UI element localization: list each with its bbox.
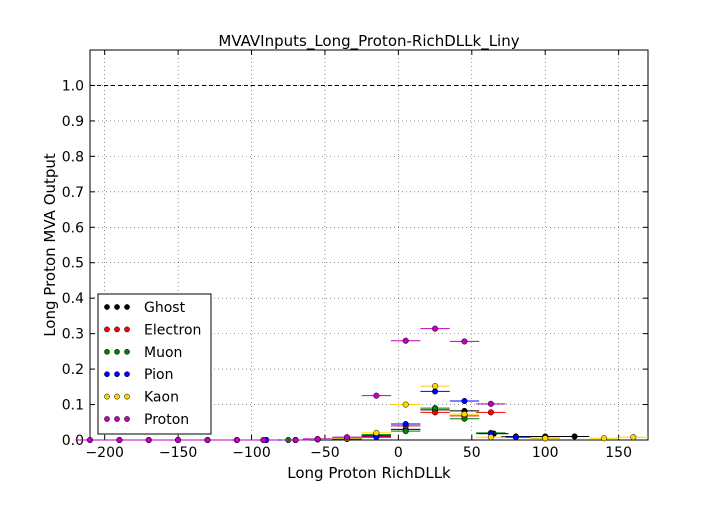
y-tick-label: 0.9	[62, 114, 84, 130]
legend-label: Pion	[144, 367, 173, 383]
data-point	[571, 433, 578, 440]
x-tick-label: −100	[232, 445, 270, 461]
y-tick-label: 1.0	[62, 78, 84, 94]
legend-item: Muon	[104, 345, 182, 361]
x-axis-label: Long Proton RichDLLk	[287, 464, 451, 482]
data-point	[145, 436, 152, 444]
data-point	[461, 411, 468, 418]
data-point	[116, 436, 123, 444]
data-point	[402, 420, 409, 428]
y-tick-label: 0.3	[62, 327, 84, 343]
legend-marker	[114, 304, 120, 310]
x-tick-label: −200	[85, 445, 123, 461]
data-point	[432, 325, 439, 332]
data-point	[292, 436, 299, 444]
legend-marker	[124, 326, 130, 333]
data-point	[487, 400, 494, 407]
legend-label: Kaon	[144, 390, 179, 406]
x-tick-label: 50	[463, 445, 481, 461]
data-point	[461, 397, 468, 405]
data-point	[542, 435, 549, 442]
legend-label: Ghost	[144, 300, 186, 316]
legend-marker	[114, 326, 120, 333]
legend-label: Electron	[144, 322, 201, 338]
chart-title: MVAVInputs_Long_Proton-RichDLLk_Liny	[218, 32, 519, 51]
x-tick-label: −50	[310, 445, 340, 461]
data-point	[260, 436, 267, 444]
y-tick-label: 0.6	[62, 220, 84, 236]
legend-label: Muon	[144, 345, 182, 361]
legend-marker	[104, 348, 110, 355]
y-tick-label: 0.8	[62, 149, 84, 165]
data-point	[373, 392, 380, 399]
data-point	[402, 337, 409, 344]
plot-frame	[89, 49, 649, 441]
legend-marker	[114, 371, 120, 378]
data-point	[512, 434, 519, 441]
data-point	[402, 401, 409, 408]
legend-item: Electron	[104, 322, 201, 338]
legend-marker	[104, 416, 110, 422]
legend-box	[97, 293, 212, 435]
data-point	[487, 434, 494, 441]
data-point	[630, 434, 637, 441]
legend-item: Proton	[104, 412, 189, 428]
legend-marker	[114, 393, 120, 400]
legend-marker	[114, 416, 120, 422]
legend: Ghost Electron Muon Pion Kaon Proton	[97, 293, 212, 435]
data-point	[461, 338, 468, 345]
legend-marker	[104, 326, 110, 333]
legend-marker	[124, 416, 130, 422]
y-axis-label: Long Proton MVA Output	[41, 153, 59, 337]
data-point	[233, 436, 240, 444]
y-tick-label: 0.7	[62, 185, 84, 201]
legend-marker	[124, 304, 130, 310]
legend-item: Pion	[104, 367, 173, 383]
y-tick-label: 0.4	[62, 291, 84, 307]
y-tick-label: 0.2	[62, 362, 84, 378]
data-point	[600, 435, 607, 442]
data-point	[343, 434, 351, 441]
data-point	[204, 436, 211, 444]
legend-marker	[104, 304, 110, 310]
data-point	[432, 383, 439, 390]
legend-marker	[104, 371, 110, 378]
x-tick-label: 150	[605, 445, 632, 461]
y-tick-label: 0.0	[62, 433, 84, 449]
y-tick-label: 0.5	[62, 256, 84, 272]
series-kaon	[302, 383, 648, 443]
legend-marker	[124, 393, 130, 400]
data-point	[373, 429, 380, 436]
legend-marker	[124, 348, 130, 355]
legend-marker	[124, 371, 130, 378]
data-point	[487, 409, 494, 416]
series-proton	[75, 325, 506, 444]
legend-marker	[104, 393, 110, 400]
x-tick-label: 0	[394, 445, 403, 461]
data-point	[175, 436, 182, 444]
legend-label: Proton	[144, 412, 189, 428]
legend-item: Kaon	[104, 390, 179, 406]
plot-area: −200 −150 −100 −50 0 50 100 150 0.0 0.1 0.2 0.3 0.4 0…	[62, 49, 649, 461]
data-point	[432, 405, 439, 412]
legend-marker	[114, 348, 120, 355]
x-tick-label: −150	[159, 445, 197, 461]
legend-item: Ghost	[104, 300, 186, 316]
data-point	[402, 428, 409, 435]
data-point	[314, 435, 321, 442]
y-tick-label: 0.1	[62, 398, 84, 414]
x-tick-label: 100	[532, 445, 559, 461]
data-point	[432, 388, 439, 395]
data-point	[86, 436, 94, 444]
